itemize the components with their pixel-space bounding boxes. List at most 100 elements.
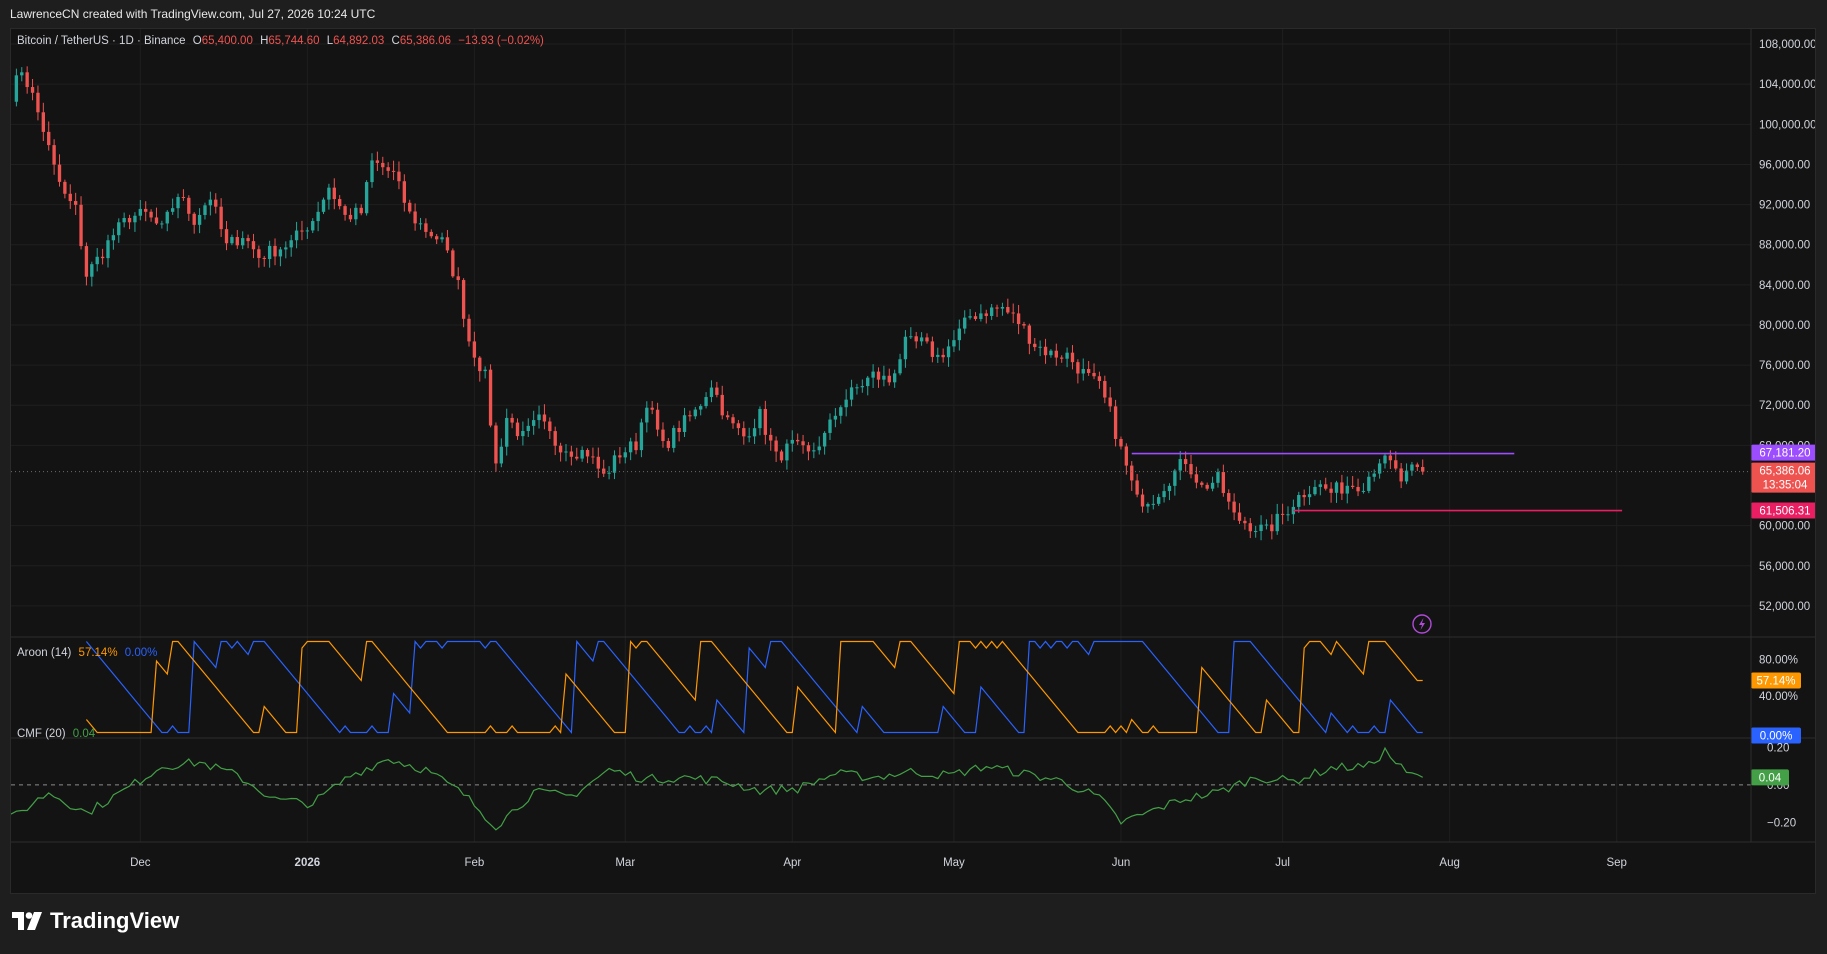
candle[interactable] <box>1135 480 1139 495</box>
candle[interactable] <box>979 313 983 319</box>
candle[interactable] <box>1173 470 1177 486</box>
candle[interactable] <box>801 441 805 446</box>
candle[interactable] <box>839 407 843 416</box>
candle[interactable] <box>725 415 730 418</box>
candle[interactable] <box>677 427 681 433</box>
candle[interactable] <box>424 223 428 232</box>
candle[interactable] <box>79 204 83 247</box>
candle[interactable] <box>246 238 250 242</box>
candle[interactable] <box>1065 352 1069 359</box>
candle[interactable] <box>300 230 304 232</box>
candle[interactable] <box>1092 372 1096 377</box>
candle[interactable] <box>149 211 153 218</box>
candle[interactable] <box>1178 459 1182 471</box>
candle[interactable] <box>391 170 396 172</box>
candle[interactable] <box>936 354 940 357</box>
candle[interactable] <box>68 193 72 202</box>
candle[interactable] <box>95 256 99 265</box>
candle[interactable] <box>682 415 687 433</box>
candle[interactable] <box>1043 346 1048 356</box>
candle[interactable] <box>995 307 999 309</box>
candle[interactable] <box>1410 464 1414 471</box>
candle[interactable] <box>332 187 336 200</box>
candle[interactable] <box>1243 520 1247 524</box>
candle[interactable] <box>197 214 202 225</box>
chart-frame[interactable]: 108,000.00 104,000.00 100,000.00 96,000.00 9… <box>10 28 1816 894</box>
candle[interactable] <box>596 456 600 469</box>
candle[interactable] <box>203 205 207 215</box>
candle[interactable] <box>763 408 768 435</box>
candle[interactable] <box>989 307 994 316</box>
candle[interactable] <box>623 452 627 458</box>
candle[interactable] <box>224 229 229 244</box>
candle[interactable] <box>984 313 988 316</box>
candle[interactable] <box>1054 350 1058 358</box>
candle[interactable] <box>1227 493 1231 502</box>
candle[interactable] <box>214 199 218 207</box>
candle[interactable] <box>1038 346 1042 348</box>
candle[interactable] <box>957 328 961 341</box>
candle[interactable] <box>747 436 751 438</box>
candle[interactable] <box>1086 369 1091 373</box>
candle[interactable] <box>1421 466 1425 472</box>
candle[interactable] <box>774 440 778 452</box>
candle[interactable] <box>688 415 692 417</box>
candle[interactable] <box>1000 306 1005 309</box>
candle[interactable] <box>887 375 891 383</box>
candle[interactable] <box>1108 397 1112 407</box>
candle[interactable] <box>429 231 433 237</box>
candle[interactable] <box>515 422 520 437</box>
candle[interactable] <box>208 199 213 206</box>
candle[interactable] <box>510 417 514 423</box>
candle[interactable] <box>941 354 945 358</box>
candle[interactable] <box>1210 482 1215 489</box>
candle[interactable] <box>1189 464 1193 475</box>
candle[interactable] <box>564 451 568 453</box>
candle[interactable] <box>1162 491 1166 498</box>
candle[interactable] <box>709 387 714 398</box>
candle[interactable] <box>106 240 110 259</box>
candle[interactable] <box>230 237 234 244</box>
cmf-line[interactable] <box>11 746 1423 831</box>
candle[interactable] <box>359 207 363 214</box>
candle[interactable] <box>478 357 482 372</box>
candle[interactable] <box>844 399 848 408</box>
candle[interactable] <box>41 112 45 132</box>
symbol-label[interactable]: Bitcoin / TetherUS · 1D · Binance <box>17 35 186 47</box>
aroon-up-line[interactable] <box>85 639 1423 735</box>
candle[interactable] <box>289 240 293 248</box>
candle[interactable] <box>1022 324 1026 326</box>
candle[interactable] <box>1232 501 1236 513</box>
candle[interactable] <box>375 160 380 163</box>
candle[interactable] <box>488 369 493 426</box>
candle[interactable] <box>25 72 29 88</box>
candle[interactable] <box>822 432 827 447</box>
candle[interactable] <box>1140 494 1145 507</box>
candle[interactable] <box>451 250 455 277</box>
candle[interactable] <box>968 316 972 318</box>
candle[interactable] <box>343 206 347 215</box>
candle[interactable] <box>1254 531 1258 533</box>
candle[interactable] <box>192 213 196 225</box>
candle[interactable] <box>1377 463 1382 474</box>
candle[interactable] <box>36 92 40 113</box>
candle[interactable] <box>408 202 412 212</box>
candle[interactable] <box>812 450 816 452</box>
candle[interactable] <box>973 316 978 319</box>
candle[interactable] <box>742 428 746 437</box>
candle[interactable] <box>100 256 105 259</box>
cmf-title[interactable]: CMF (20) <box>17 728 66 740</box>
candle[interactable] <box>1248 523 1252 532</box>
candle[interactable] <box>731 417 735 424</box>
candle[interactable] <box>618 455 622 458</box>
candle[interactable] <box>1146 504 1150 507</box>
candle[interactable] <box>84 246 89 277</box>
candle[interactable] <box>348 214 353 220</box>
candle[interactable] <box>386 167 390 171</box>
candle[interactable] <box>445 237 450 251</box>
candle[interactable] <box>1076 362 1080 374</box>
candle[interactable] <box>779 451 784 461</box>
candle[interactable] <box>47 131 51 146</box>
candle[interactable] <box>817 446 821 451</box>
candle[interactable] <box>52 145 56 165</box>
